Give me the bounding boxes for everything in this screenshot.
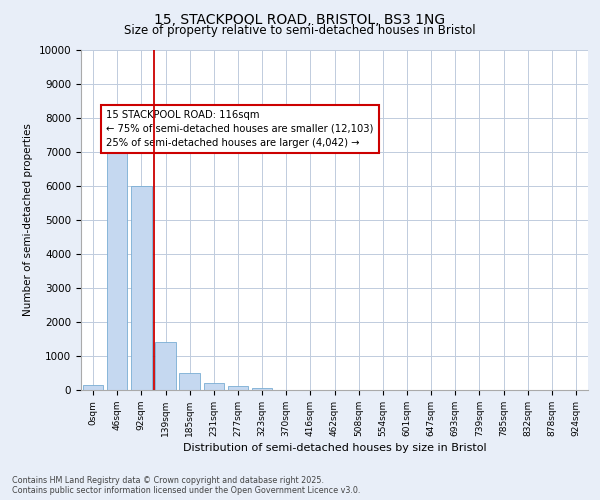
Bar — [227, 386, 248, 390]
Text: Contains HM Land Registry data © Crown copyright and database right 2025.: Contains HM Land Registry data © Crown c… — [12, 476, 324, 485]
Bar — [131, 186, 152, 390]
Y-axis label: Number of semi-detached properties: Number of semi-detached properties — [23, 124, 33, 316]
Text: 15, STACKPOOL ROAD, BRISTOL, BS3 1NG: 15, STACKPOOL ROAD, BRISTOL, BS3 1NG — [154, 12, 446, 26]
Bar — [83, 385, 103, 390]
Bar — [155, 342, 176, 390]
Bar — [179, 374, 200, 390]
X-axis label: Distribution of semi-detached houses by size in Bristol: Distribution of semi-detached houses by … — [182, 443, 487, 453]
Bar — [203, 382, 224, 390]
Text: Size of property relative to semi-detached houses in Bristol: Size of property relative to semi-detach… — [124, 24, 476, 37]
Bar — [107, 122, 127, 390]
Text: Contains public sector information licensed under the Open Government Licence v3: Contains public sector information licen… — [12, 486, 361, 495]
Text: 15 STACKPOOL ROAD: 116sqm
← 75% of semi-detached houses are smaller (12,103)
25%: 15 STACKPOOL ROAD: 116sqm ← 75% of semi-… — [106, 110, 374, 148]
Bar — [252, 388, 272, 390]
